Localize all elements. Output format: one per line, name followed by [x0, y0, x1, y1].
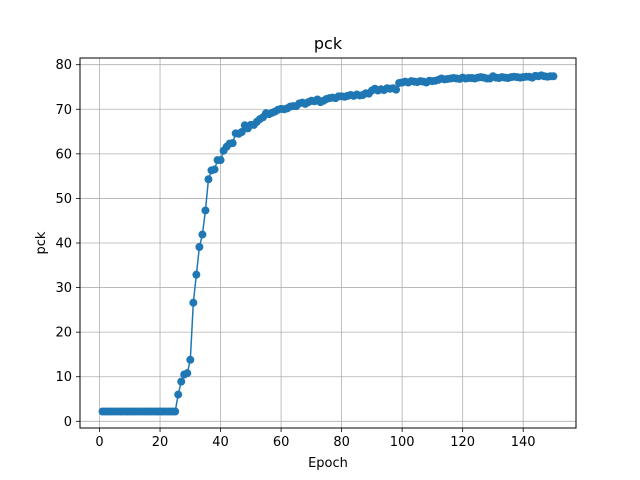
data-point [204, 175, 213, 184]
chart-title: pck [314, 34, 343, 53]
data-point [237, 128, 246, 136]
grid [80, 58, 576, 428]
data-point [210, 165, 219, 174]
data-point [192, 270, 201, 279]
data-point [171, 407, 180, 416]
y-tick-label: 60 [55, 147, 72, 162]
data-point [186, 355, 195, 364]
y-tick-label: 10 [55, 370, 72, 385]
y-axis: 0 10 20 30 40 50 60 70 80 [55, 58, 80, 430]
y-axis-label: pck [34, 231, 49, 254]
x-axis-label: Epoch [308, 456, 348, 471]
x-tick-label: 20 [152, 435, 169, 450]
y-tick-label: 40 [55, 237, 72, 252]
data-point [228, 139, 237, 148]
data-point [177, 377, 186, 386]
data-point [198, 230, 207, 239]
x-tick-label: 80 [333, 435, 350, 450]
y-tick-label: 50 [55, 192, 72, 207]
plot-series [98, 71, 558, 416]
data-point [216, 156, 225, 165]
x-tick-label: 140 [511, 435, 536, 450]
data-point [201, 206, 210, 215]
x-tick-label: 120 [450, 435, 475, 450]
x-tick-label: 0 [95, 435, 103, 450]
data-point [183, 369, 192, 378]
x-axis: 0 20 40 60 80 100 120 140 [95, 428, 536, 450]
data-point [392, 85, 401, 94]
x-tick-label: 100 [390, 435, 415, 450]
y-tick-label: 0 [64, 415, 72, 430]
x-tick-label: 40 [212, 435, 229, 450]
x-tick-label: 60 [273, 435, 290, 450]
y-tick-label: 20 [55, 326, 72, 341]
y-tick-label: 80 [55, 58, 72, 73]
y-tick-label: 70 [55, 103, 72, 118]
data-point [549, 72, 558, 81]
data-point [195, 243, 204, 252]
data-point [174, 390, 183, 399]
y-tick-label: 30 [55, 281, 72, 296]
data-point [189, 298, 198, 307]
